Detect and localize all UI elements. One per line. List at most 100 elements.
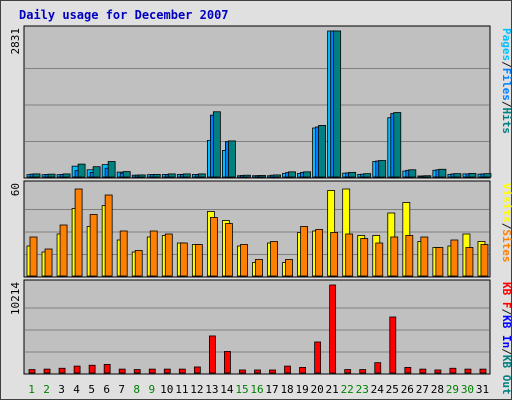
bar-hits-day-8 [137, 174, 146, 178]
bar-hits-day-31 [483, 173, 492, 178]
bar-kbytes-day-5 [88, 364, 96, 374]
bar-kbytes-day-4 [73, 365, 81, 374]
bar-sites-day-29 [450, 239, 459, 277]
panel-3: 10214 KB F/KB In/KB Out [9, 279, 512, 395]
bar-sites-day-14 [225, 223, 233, 277]
bar-hits-day-28 [438, 168, 447, 178]
bar-hits-day-13 [212, 111, 221, 178]
bar-sites-day-16 [255, 259, 263, 277]
bar-sites-day-26 [405, 235, 414, 277]
bar-kbytes-day-25 [389, 316, 397, 374]
bar-kbytes-day-27 [419, 368, 427, 374]
x-tick-label: 19 [295, 383, 308, 396]
x-tick-label: 8 [133, 383, 140, 396]
x-tick-label: 17 [265, 383, 278, 396]
bar-kbytes-day-29 [449, 367, 457, 374]
bar-kbytes-day-21 [329, 284, 337, 374]
bar-kbytes-day-24 [374, 362, 382, 374]
bar-sites-day-21 [330, 232, 339, 277]
bar-hits-day-24 [378, 160, 387, 178]
legend-item: Hits [500, 108, 512, 135]
bar-hits-day-15 [243, 174, 251, 178]
bar-kbytes-day-11 [178, 368, 186, 374]
legend: KB F/KB In/KB Out [500, 282, 512, 395]
bar-sites-day-2 [44, 248, 53, 277]
x-tick-label: 12 [190, 383, 203, 396]
x-tick-label: 6 [103, 383, 110, 396]
bar-kbytes-day-30 [464, 368, 472, 374]
bar-hits-day-3 [62, 173, 71, 178]
bar-kbytes-day-8 [133, 369, 141, 374]
bar-sites-day-10 [164, 233, 173, 277]
legend-item: / [500, 223, 512, 230]
x-tick-label: 10 [160, 383, 173, 396]
bar-hits-day-30 [468, 172, 477, 178]
legend-item: Pages [500, 28, 512, 61]
bar-hits-day-19 [303, 171, 311, 178]
legend-item: Visits [500, 183, 512, 223]
plot-area [23, 279, 491, 375]
bar-hits-day-7 [122, 171, 131, 178]
legend-item: Sites [500, 229, 512, 262]
bar-hits-day-27 [423, 175, 432, 178]
bar-kbytes-day-19 [299, 366, 306, 374]
x-tick-label: 22 [341, 383, 354, 396]
bar-kbytes-day-13 [208, 335, 216, 374]
bar-kbytes-day-20 [314, 341, 322, 374]
bar-sites-day-24 [375, 242, 384, 277]
bar-hits-day-14 [228, 140, 236, 178]
x-tick-label: 11 [175, 383, 188, 396]
bar-hits-day-12 [197, 173, 206, 178]
bar-hits-day-29 [453, 173, 462, 178]
x-tick-label: 29 [446, 383, 459, 396]
bar-kbytes-day-18 [284, 365, 291, 374]
bar-hits-day-16 [258, 175, 266, 178]
bar-hits-day-2 [47, 173, 56, 178]
bar-hits-day-10 [167, 173, 176, 178]
x-tick-label: 16 [250, 383, 263, 396]
legend-item: / [500, 348, 512, 355]
x-tick-label: 14 [220, 383, 234, 396]
legend-item: Files [500, 68, 512, 101]
bar-hits-day-6 [107, 161, 116, 178]
legend: Pages/Files/Hits [500, 28, 512, 134]
bar-sites-day-3 [59, 224, 68, 277]
x-tick-label: 25 [386, 383, 399, 396]
x-tick-label: 9 [148, 383, 155, 396]
bar-kbytes-day-22 [344, 369, 352, 374]
bar-sites-day-30 [465, 247, 474, 277]
bar-kbytes-day-23 [359, 369, 367, 374]
bar-hits-day-9 [152, 174, 161, 178]
legend-item: / [500, 101, 512, 108]
bar-kbytes-day-28 [434, 369, 442, 374]
bar-hits-day-22 [348, 171, 357, 178]
bar-sites-day-7 [119, 230, 128, 277]
bar-kbytes-day-12 [193, 366, 201, 374]
bar-hits-day-26 [408, 169, 417, 178]
bar-sites-day-19 [300, 226, 308, 277]
bar-sites-day-22 [345, 233, 354, 277]
bar-kbytes-day-17 [269, 369, 276, 374]
bar-hits-day-5 [92, 166, 101, 178]
x-tick-label: 3 [58, 383, 65, 396]
chart-title: Daily usage for December 2007 [19, 8, 229, 22]
legend-item: KB Out [500, 355, 512, 395]
bar-sites-day-11 [179, 242, 188, 277]
bar-kbytes-day-7 [118, 368, 126, 374]
bar-sites-day-6 [104, 194, 113, 277]
bar-sites-day-1 [29, 236, 38, 277]
legend-item: KB In [500, 315, 512, 348]
bar-hits-day-4 [77, 163, 86, 178]
bar-sites-day-18 [285, 259, 293, 277]
bar-kbytes-day-15 [239, 369, 246, 374]
y-axis-max-label: 2831 [9, 28, 22, 55]
x-tick-label: 28 [431, 383, 444, 396]
x-tick-label: 5 [88, 383, 95, 396]
y-axis-max-label: 10214 [9, 282, 22, 315]
x-tick-label: 15 [235, 383, 248, 396]
bar-hits-day-17 [273, 174, 281, 178]
bar-kbytes-day-14 [224, 351, 231, 374]
legend-item: / [500, 309, 512, 316]
x-tick-label: 2 [43, 383, 50, 396]
